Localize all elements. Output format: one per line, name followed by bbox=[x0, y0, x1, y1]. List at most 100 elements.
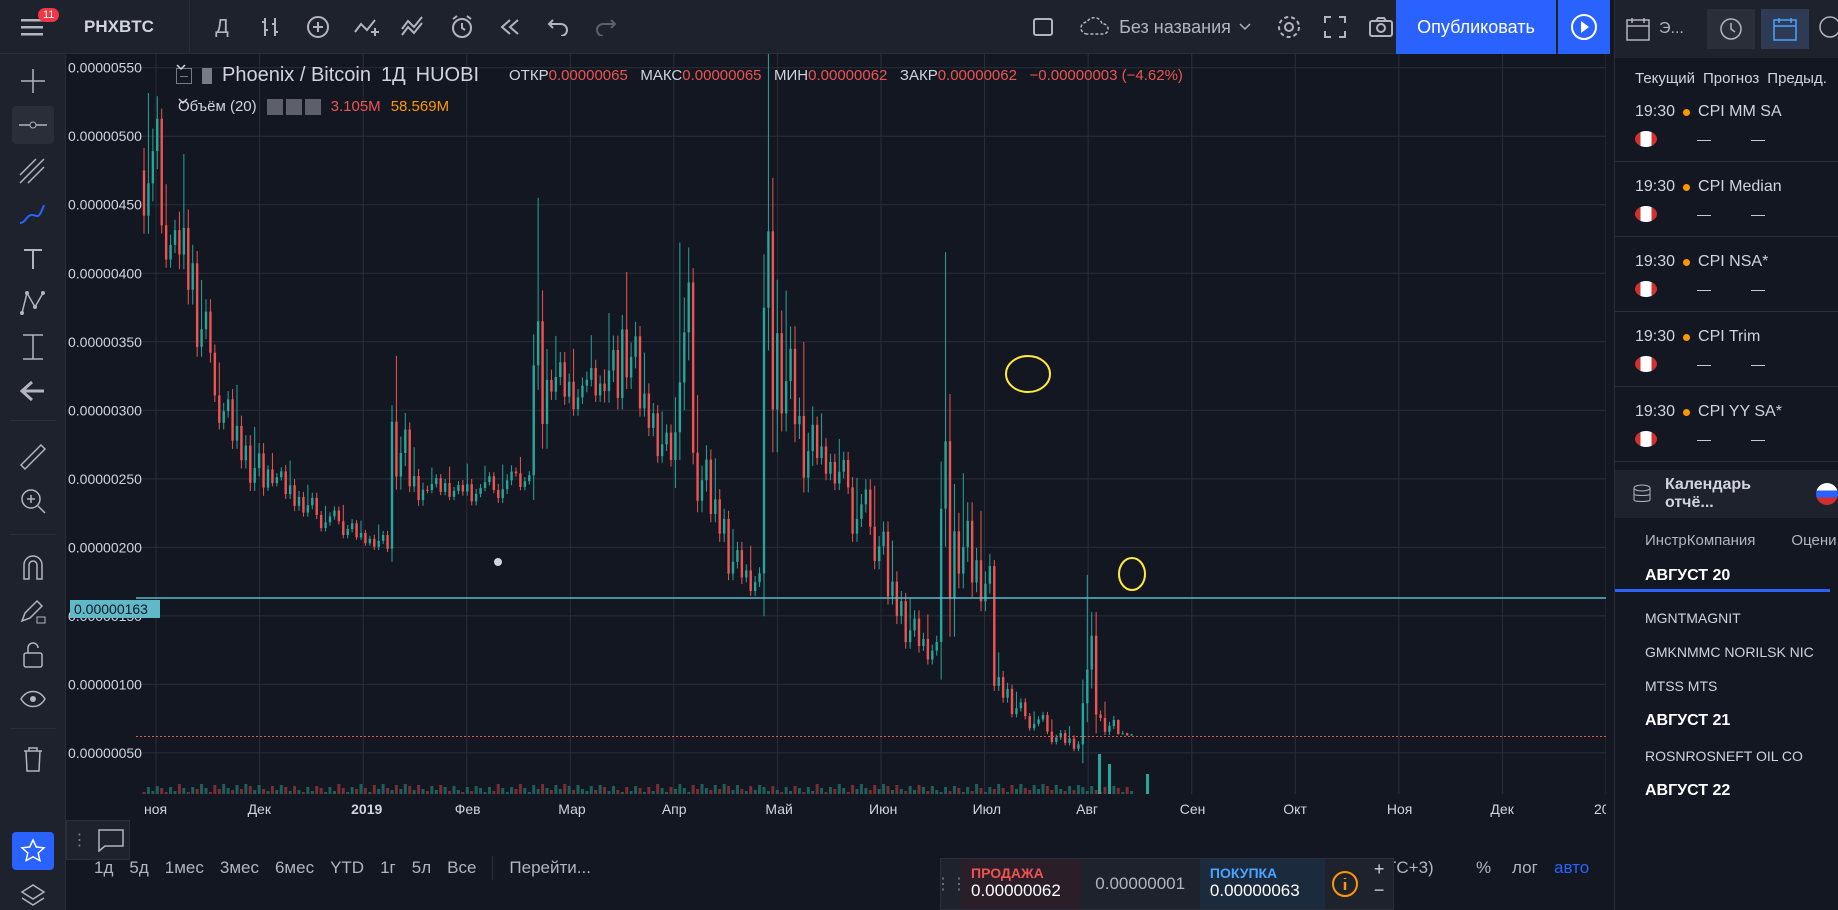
sell-button[interactable]: ПРОДАЖА 0.00000062 bbox=[961, 859, 1081, 909]
eye-icon[interactable] bbox=[12, 680, 54, 718]
price-chart[interactable]: 0.00000550 0.00000500 0.00000450 0.00000400… bbox=[66, 54, 1606, 844]
zoom-plus-button[interactable]: + bbox=[1373, 859, 1385, 879]
camera-icon[interactable] bbox=[1364, 0, 1398, 54]
earnings-row[interactable]: MTSS MTS bbox=[1645, 678, 1718, 694]
bars-style-icon[interactable] bbox=[253, 0, 287, 54]
earnings-row[interactable]: MGNTMAGNIT bbox=[1645, 610, 1741, 626]
candle-body bbox=[523, 481, 527, 488]
symbol-search[interactable]: PHXBTC bbox=[70, 0, 190, 54]
candle-body bbox=[288, 485, 292, 495]
info-icon[interactable] bbox=[1325, 859, 1365, 909]
measure-icon[interactable] bbox=[12, 328, 54, 366]
range-all[interactable]: Все bbox=[447, 858, 477, 877]
text-tool-icon[interactable] bbox=[12, 240, 54, 278]
redo-icon[interactable] bbox=[589, 0, 623, 54]
log-button[interactable]: лог bbox=[1512, 858, 1538, 877]
drag-handle-icon[interactable]: ⋮ bbox=[71, 832, 88, 849]
volume-bar bbox=[177, 784, 181, 794]
layout-name-button[interactable]: Без названия bbox=[1070, 0, 1260, 54]
chevron-down-icon[interactable] bbox=[178, 98, 188, 106]
alert-icon[interactable] bbox=[445, 0, 479, 54]
volume-bar bbox=[293, 786, 297, 794]
candle-body bbox=[457, 485, 460, 491]
settings-icon[interactable] bbox=[1272, 0, 1306, 54]
ruler-icon[interactable] bbox=[12, 438, 54, 476]
volume-bar bbox=[1028, 790, 1032, 794]
auto-button[interactable]: авто bbox=[1554, 858, 1590, 877]
fib-tool-icon[interactable] bbox=[12, 152, 54, 190]
trash-icon[interactable] bbox=[12, 740, 54, 778]
goto-date-button[interactable]: Перейти... bbox=[509, 858, 591, 877]
calendar-event[interactable]: 19:30 CPI Median — — bbox=[1615, 162, 1838, 237]
candle-body bbox=[474, 493, 478, 502]
volume-bar bbox=[532, 785, 536, 794]
percent-button[interactable]: % bbox=[1476, 858, 1492, 877]
pattern-icon[interactable] bbox=[12, 284, 54, 322]
calendar-event[interactable]: 19:30 CPI YY SA* — — bbox=[1615, 387, 1838, 462]
close-icon[interactable] bbox=[304, 98, 321, 115]
play-button[interactable] bbox=[1558, 0, 1610, 54]
calendar-event[interactable]: 19:30 CPI MM SA — — bbox=[1615, 87, 1838, 162]
range-5d[interactable]: 5д bbox=[129, 858, 149, 877]
volume-bar bbox=[811, 791, 815, 794]
buy-button[interactable]: ПОКУПКА 0.00000063 bbox=[1199, 859, 1326, 909]
chevron-down-icon[interactable] bbox=[176, 64, 186, 72]
zoom-in-icon[interactable] bbox=[12, 482, 54, 520]
tab-economic-calendar[interactable]: Э... bbox=[1615, 16, 1703, 42]
chat-widget[interactable]: ⋮ bbox=[66, 820, 130, 860]
eye-icon[interactable] bbox=[266, 98, 283, 115]
range-ytd[interactable]: YTD bbox=[330, 858, 365, 877]
volume-bar bbox=[332, 791, 336, 794]
interval-button[interactable]: Д bbox=[215, 15, 229, 38]
layers-icon[interactable] bbox=[12, 876, 54, 910]
timezone-button[interactable]: TC+3) bbox=[1386, 858, 1434, 877]
earnings-row[interactable]: ROSNROSNEFT OIL CO bbox=[1645, 748, 1803, 764]
range-3m[interactable]: 3мес bbox=[219, 858, 259, 877]
globe-icon[interactable] bbox=[1817, 14, 1838, 45]
templates-icon[interactable] bbox=[397, 0, 431, 54]
publish-button[interactable]: Опубликовать bbox=[1396, 0, 1556, 54]
calendar-event[interactable]: 19:30 CPI Trim — — bbox=[1615, 312, 1838, 387]
magnet-icon[interactable] bbox=[12, 548, 54, 586]
y-tick-label: 0.00000200 bbox=[68, 539, 142, 555]
history-icon[interactable] bbox=[1707, 9, 1755, 49]
candle-body bbox=[368, 538, 372, 544]
volume-bar bbox=[350, 787, 354, 794]
settings-icon[interactable] bbox=[285, 98, 302, 115]
range-6m[interactable]: 6мес bbox=[274, 858, 315, 877]
compare-add-icon[interactable] bbox=[301, 0, 335, 54]
select-layout-icon[interactable] bbox=[1028, 0, 1058, 54]
crosshair-icon[interactable] bbox=[12, 62, 54, 100]
undo-icon[interactable] bbox=[541, 0, 575, 54]
volume-bar bbox=[394, 785, 398, 794]
column-actual: Текущий bbox=[1635, 70, 1695, 87]
lock-pencil-icon[interactable] bbox=[12, 592, 54, 630]
drag-handle-icon[interactable]: ⋮⋮ bbox=[935, 876, 967, 893]
calendar-columns: Текущий Прогноз Предыд. bbox=[1615, 58, 1838, 87]
earnings-calendar-header[interactable]: Календарь отчё... bbox=[1615, 470, 1838, 518]
back-arrow-icon[interactable] bbox=[12, 372, 54, 410]
volume-label[interactable]: Объём (20) bbox=[178, 98, 257, 115]
horizontal-line-icon[interactable] bbox=[12, 106, 54, 144]
earnings-row[interactable]: GMKNMMC NORILSK NIC bbox=[1645, 644, 1814, 660]
volume-bar bbox=[1094, 790, 1098, 794]
calendar-icon bbox=[1626, 18, 1650, 41]
candle-body bbox=[718, 499, 721, 534]
replay-icon[interactable] bbox=[493, 0, 527, 54]
calendar-event[interactable]: 19:30 CPI NSA* — — bbox=[1615, 237, 1838, 312]
calendar-clock-icon[interactable] bbox=[1761, 9, 1809, 49]
range-1m[interactable]: 1мес bbox=[164, 858, 204, 877]
chart-pane[interactable]: 0.00000550 0.00000500 0.00000450 0.00000400… bbox=[66, 54, 1606, 844]
fullscreen-icon[interactable] bbox=[1318, 0, 1352, 54]
range-1y[interactable]: 1г bbox=[380, 858, 396, 877]
favorites-star-icon[interactable] bbox=[12, 832, 54, 870]
range-5y[interactable]: 5л bbox=[411, 858, 432, 877]
zoom-minus-button[interactable]: − bbox=[1373, 880, 1385, 900]
indicators-icon[interactable] bbox=[349, 0, 383, 54]
range-1d[interactable]: 1д bbox=[94, 858, 114, 877]
brush-icon[interactable] bbox=[12, 196, 54, 234]
menu-button[interactable]: 11 bbox=[0, 0, 66, 54]
unlock-icon[interactable] bbox=[12, 636, 54, 674]
candle-body bbox=[284, 471, 287, 495]
collapse-legend-icon[interactable] bbox=[176, 67, 192, 84]
